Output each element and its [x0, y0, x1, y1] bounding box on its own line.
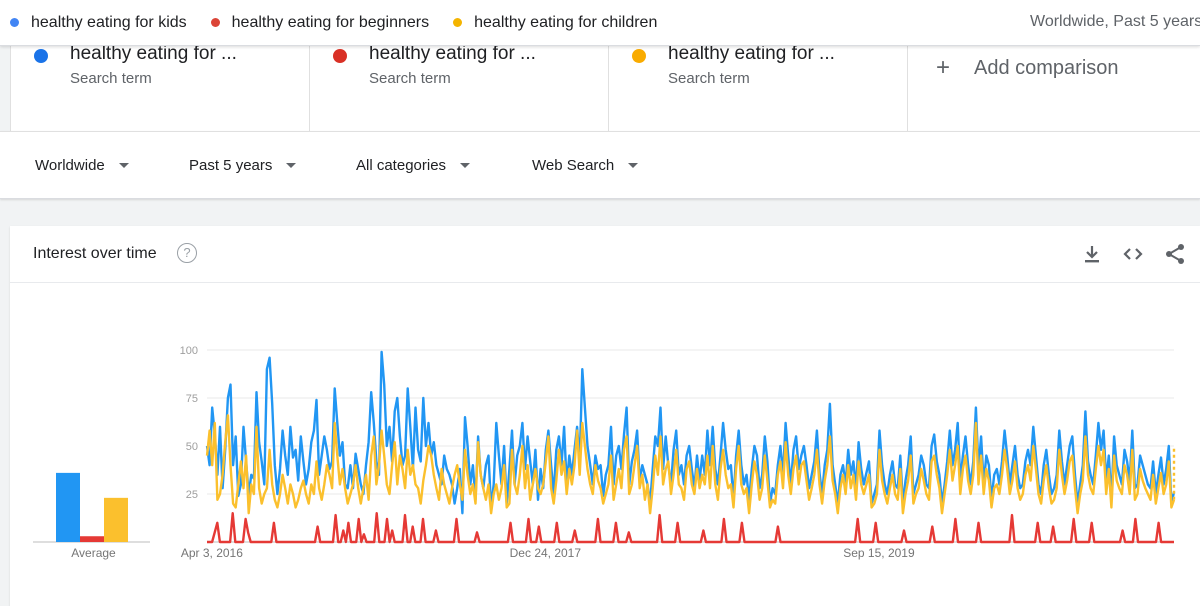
series-line-2 [207, 511, 1174, 544]
topbar-term-kids[interactable]: healthy eating for kids [10, 14, 187, 32]
chevron-down-icon [460, 163, 471, 168]
series-dot-icon [632, 49, 646, 63]
series-line-3 [205, 414, 1176, 515]
comparison-bar: healthy eating for kids healthy eating f… [0, 0, 1200, 46]
y-tick-label: 25 [186, 489, 198, 501]
x-tick-label: Apr 3, 2016 [181, 546, 243, 560]
help-icon[interactable]: ? [177, 243, 197, 263]
plus-icon: + [936, 54, 951, 81]
average-bar-3 [104, 497, 128, 542]
search-term-card-1[interactable]: healthy eating for ... Search term [11, 43, 310, 131]
topbar-term-beginners[interactable]: healthy eating for beginners [210, 13, 430, 32]
series-line-1 [205, 350, 1176, 515]
download-icon[interactable] [1080, 242, 1104, 266]
average-bar-1 [56, 472, 80, 542]
series-dot-icon [34, 49, 48, 63]
filters-bar: Worldwide Past 5 years All categories We… [0, 131, 1200, 199]
add-comparison-label: Add comparison [974, 57, 1119, 79]
series-dot-icon [453, 18, 463, 27]
search-term-type: Search term [70, 70, 152, 87]
card-title: Interest over time [33, 245, 157, 262]
interest-over-time-card: Interest over time ? 25 50 75 100 Apr 3, 201… [10, 226, 1200, 606]
search-term-name[interactable]: healthy eating for ... [668, 43, 835, 64]
topbar-scope: Worldwide, Past 5 years [1030, 13, 1200, 30]
filter-label: Past 5 years [189, 157, 273, 174]
search-term-card-3[interactable]: healthy eating for ... Search term [609, 43, 908, 131]
filter-label: Web Search [532, 157, 615, 174]
topbar-term-children[interactable]: healthy eating for children [453, 14, 657, 32]
series-dot-icon [10, 18, 19, 27]
topbar-term-label: healthy eating for kids [31, 13, 187, 31]
filter-label: Worldwide [35, 157, 105, 174]
filter-category-dropdown[interactable]: All categories [356, 157, 471, 174]
average-label: Average [71, 546, 116, 560]
search-terms-row: healthy eating for ... Search term healt… [10, 43, 1200, 131]
average-bar-2 [80, 536, 104, 542]
y-tick-label: 100 [180, 345, 198, 357]
filter-time-dropdown[interactable]: Past 5 years [189, 157, 297, 174]
x-tick-label: Dec 24, 2017 [510, 546, 582, 560]
series-dot-icon [210, 18, 220, 27]
chevron-down-icon [628, 163, 639, 168]
interest-chart: 25 50 75 100 Apr 3, 2016 Dec 24, 2017 Sep 15, … [33, 345, 1176, 560]
filter-property-dropdown[interactable]: Web Search [532, 157, 639, 174]
search-term-type: Search term [369, 70, 451, 87]
share-icon[interactable] [1163, 242, 1187, 266]
search-term-name[interactable]: healthy eating for ... [70, 43, 237, 64]
filter-label: All categories [356, 157, 447, 174]
topbar-term-label: healthy eating for children [474, 13, 658, 31]
y-tick-label: 75 [186, 393, 198, 405]
search-term-card-2[interactable]: healthy eating for ... Search term [310, 43, 609, 131]
chevron-down-icon [286, 163, 297, 168]
search-term-name[interactable]: healthy eating for ... [369, 43, 536, 64]
y-tick-label: 50 [186, 441, 198, 453]
topbar-term-label: healthy eating for beginners [231, 13, 430, 31]
search-term-type: Search term [668, 70, 750, 87]
filter-region-dropdown[interactable]: Worldwide [35, 157, 129, 174]
card-header: Interest over time ? [10, 226, 1200, 283]
series-dot-icon [333, 49, 347, 63]
embed-icon[interactable] [1121, 242, 1145, 266]
x-tick-label: Sep 15, 2019 [843, 546, 915, 560]
chevron-down-icon [118, 163, 129, 168]
add-comparison-button[interactable]: + Add comparison [908, 46, 1200, 131]
